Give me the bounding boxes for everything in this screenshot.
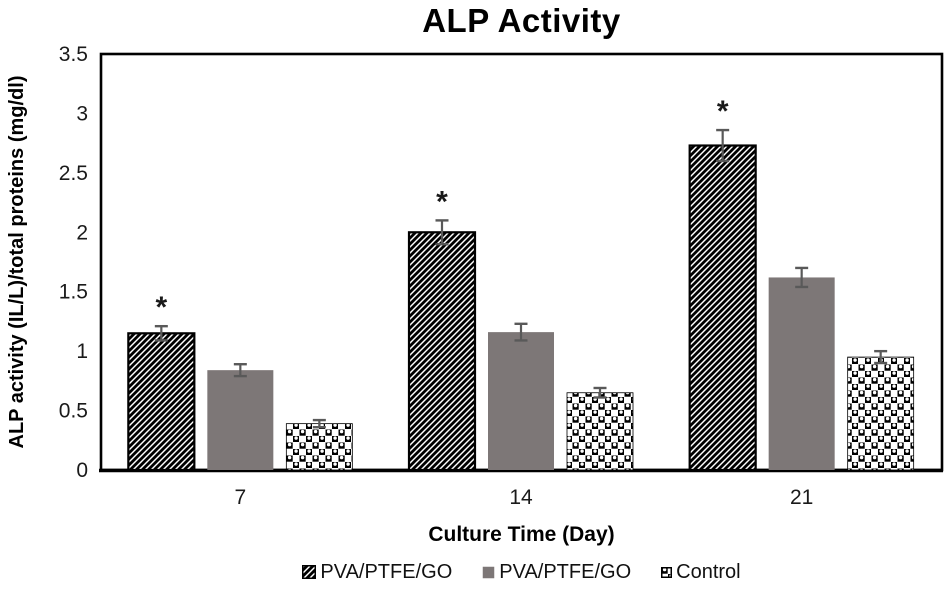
x-tick-label: 7 — [234, 486, 246, 509]
bar-pva-ptfe-go-1-day14 — [407, 231, 477, 472]
legend-label: PVA/PTFE/GO — [320, 560, 453, 583]
y-tick-label: 2.5 — [59, 162, 88, 185]
y-tick-label: 1 — [76, 340, 88, 363]
legend: PVA/PTFE/GO PVA/PTFE/GO Control — [100, 558, 943, 586]
y-tick-label: 2 — [76, 221, 88, 244]
bar-pva-ptfe-go-2-day14 — [488, 332, 554, 470]
significance-asterisk: * — [717, 95, 729, 128]
chart-title: ALP Activity — [422, 2, 621, 39]
legend-item-control: Control — [661, 560, 741, 584]
y-tick-label: 0 — [76, 459, 88, 482]
legend-label: Control — [676, 560, 741, 583]
legend-swatch-diagonal-hatch-icon — [302, 565, 317, 579]
x-tick-label: 21 — [790, 486, 813, 509]
significance-asterisk: * — [436, 185, 448, 218]
bar-pva-ptfe-go-2-day21 — [768, 277, 835, 470]
y-tick-label: 1.5 — [59, 281, 88, 304]
legend-label: PVA/PTFE/GO — [499, 560, 632, 583]
x-tick-label: 14 — [509, 486, 533, 509]
legend-item-pva-ptfe-go-2: PVA/PTFE/GO — [482, 561, 631, 584]
bar-control-day7 — [285, 423, 353, 471]
bar-pva-ptfe-go-2-day7 — [207, 370, 274, 470]
y-tick-label: 0.5 — [59, 400, 88, 423]
y-tick-label: 3.5 — [59, 43, 88, 66]
legend-swatch-checker-balls-icon — [661, 566, 673, 578]
bar-pva-ptfe-go-1-day21 — [688, 144, 757, 472]
bar-control-day14 — [566, 392, 634, 471]
plot-area: 0 0.5 1 1.5 2 2.5 3 3.5 * 7 * 14 * 21 — [59, 43, 944, 509]
y-tick-label: 3 — [76, 102, 88, 125]
significance-asterisk: * — [155, 291, 167, 324]
x-axis-title: Culture Time (Day) — [428, 523, 615, 546]
bar-control-day21 — [847, 356, 915, 471]
legend-swatch-solid-icon — [483, 566, 495, 578]
legend-item-pva-ptfe-go-1: PVA/PTFE/GO — [302, 561, 452, 584]
bar-pva-ptfe-go-1-day7 — [127, 332, 196, 472]
